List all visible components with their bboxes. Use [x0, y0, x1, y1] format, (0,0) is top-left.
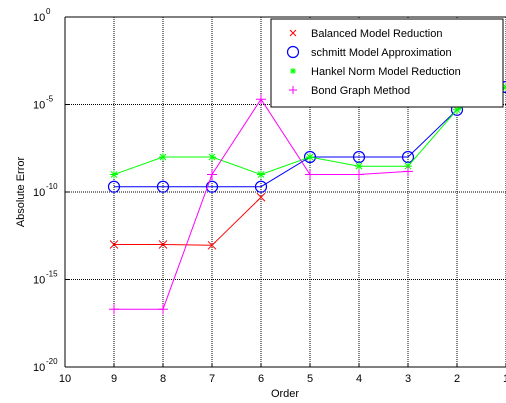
series-1 [109, 192, 266, 250]
legend-item: schmitt Model Approximation [286, 45, 452, 59]
point-marker [453, 106, 461, 114]
point-marker [502, 86, 506, 91]
legend: Balanced Model Reduction schmitt Model Ap… [270, 18, 504, 108]
y-tick-exponent: -5 [46, 95, 54, 104]
point-marker [286, 45, 300, 59]
point-marker [256, 192, 266, 202]
series-3 [110, 83, 506, 179]
legend-label: Bond Graph Method [311, 85, 410, 97]
y-tick-exponent: -10 [46, 182, 58, 191]
x-tick-label: 2 [454, 373, 460, 385]
x-tick-label: 1 [503, 373, 506, 385]
x-tick-label: 9 [111, 373, 117, 385]
point-marker [404, 162, 412, 170]
legend-label: schmitt Model Approximation [311, 47, 452, 59]
point-marker [158, 240, 168, 249]
legend-label: Hankel Norm Model Reduction [311, 66, 461, 78]
y-tick-label: 10 [33, 362, 45, 374]
point-marker [109, 240, 119, 249]
x-axis-label: Order [271, 388, 299, 400]
y-tick-exponent: -15 [46, 270, 58, 279]
y-tick-exponent: -20 [46, 357, 58, 366]
x-tick-label: 3 [405, 373, 411, 385]
y-axis-label: Absolute Error [15, 157, 27, 228]
x-tick-label: 5 [307, 373, 313, 385]
legend-item: Balanced Model Reduction [289, 28, 442, 40]
point-marker [205, 180, 219, 193]
point-marker [208, 153, 216, 161]
legend-box [270, 18, 504, 108]
point-marker [355, 162, 363, 170]
y-tick-label: 10 [33, 100, 45, 112]
point-marker [207, 240, 217, 250]
y-tick-label: 10 [33, 187, 45, 199]
point-marker [306, 153, 314, 161]
point-marker [254, 180, 268, 193]
point-marker [110, 171, 118, 178]
x-tick-label: 6 [258, 373, 264, 385]
point-marker [159, 153, 167, 161]
x-tick-label: 4 [356, 373, 362, 385]
series-4 [109, 94, 413, 315]
y-tick-label: 10 [33, 275, 45, 287]
point-marker [156, 180, 170, 193]
legend-label: Balanced Model Reduction [311, 28, 442, 40]
series-layer [107, 80, 506, 315]
point-marker [289, 29, 297, 37]
x-tick-label: 10 [59, 373, 71, 385]
point-marker [303, 150, 317, 164]
point-marker [290, 68, 296, 74]
x-tick-label: 8 [160, 373, 166, 385]
y-tick-label: 10 [33, 12, 45, 24]
x-tick-label: 7 [209, 373, 215, 385]
series-line [114, 196, 262, 246]
legend-item: Hankel Norm Model Reduction [290, 66, 461, 78]
legend-item: Bond Graph Method [289, 85, 410, 97]
point-marker [257, 171, 265, 178]
point-marker [502, 83, 506, 88]
point-marker [107, 180, 121, 193]
y-tick-exponent: 0 [46, 7, 51, 16]
